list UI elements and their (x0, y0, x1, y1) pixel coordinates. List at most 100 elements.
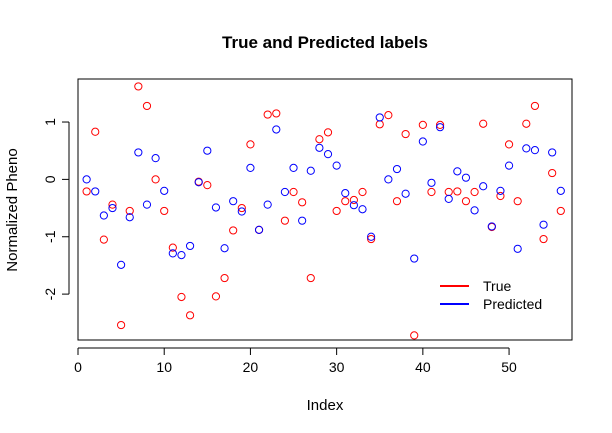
y-axis-label: Normalized Pheno (4, 148, 21, 271)
true-point (246, 140, 255, 149)
predicted-point (504, 161, 514, 170)
true-point (160, 206, 169, 216)
legend-label-predicted: Predicted (483, 296, 542, 312)
true-point (125, 206, 134, 216)
true-point (401, 129, 410, 139)
true-point (358, 187, 367, 197)
x-tick-label: 30 (329, 359, 345, 375)
true-point (522, 119, 531, 128)
predicted-point (82, 175, 91, 184)
true-point (91, 127, 100, 136)
predicted-point (203, 146, 212, 155)
true-point (496, 191, 505, 201)
true-point (134, 82, 143, 91)
chart-title: True and Predicted labels (222, 33, 428, 52)
y-tick-label: 1 (42, 118, 58, 126)
predicted-point (496, 186, 505, 195)
predicted-point (315, 143, 324, 152)
predicted-point (358, 205, 367, 214)
predicted-point (254, 225, 264, 234)
predicted-point (539, 220, 548, 229)
predicted-point (185, 241, 195, 251)
predicted-point (272, 125, 281, 134)
true-point (539, 234, 548, 244)
predicted-point (99, 211, 108, 220)
predicted-point (211, 203, 221, 212)
legend-label-true: True (483, 278, 511, 294)
predicted-point (134, 148, 143, 157)
true-point (367, 234, 376, 244)
true-point (332, 206, 341, 216)
true-point (298, 198, 307, 207)
true-point (375, 120, 384, 129)
predicted-point (263, 200, 272, 209)
predicted-point (384, 175, 393, 184)
true-point (237, 203, 246, 213)
predicted-point (401, 189, 410, 198)
true-point (151, 175, 160, 184)
predicted-point (418, 137, 427, 146)
true-point (185, 311, 195, 320)
predicted-point (125, 213, 134, 222)
true-point (384, 111, 393, 120)
true-point (289, 187, 298, 197)
true-point (229, 226, 238, 235)
true-point (504, 140, 514, 149)
predicted-point (151, 154, 160, 163)
true-point (479, 119, 488, 128)
predicted-point (487, 222, 496, 231)
true-point (211, 292, 221, 301)
predicted-point (410, 254, 419, 263)
predicted-point (367, 232, 376, 241)
true-point (99, 235, 108, 244)
true-point (315, 135, 324, 144)
predicted-point (522, 144, 531, 153)
predicted-point (306, 166, 315, 175)
true-point (142, 101, 152, 111)
x-tick-label: 20 (243, 359, 259, 375)
true-point (461, 197, 471, 206)
plot-frame (77, 78, 573, 341)
predicted-point (556, 186, 565, 195)
true-point (410, 331, 419, 340)
predicted-point (289, 163, 298, 173)
predicted-point (349, 201, 358, 210)
predicted-series (82, 113, 565, 269)
predicted-point (229, 197, 238, 206)
true-point (470, 187, 479, 197)
true-point (82, 187, 91, 196)
predicted-point (392, 164, 402, 174)
predicted-point (461, 173, 471, 182)
predicted-point (453, 167, 462, 176)
true-point (263, 110, 272, 119)
y-tick-label: 0 (42, 175, 58, 183)
true-point (556, 206, 565, 216)
predicted-point (530, 146, 540, 155)
true-point (108, 200, 117, 209)
y-tick-label: -2 (42, 288, 58, 301)
true-point (427, 187, 436, 197)
true-point (418, 120, 427, 129)
predicted-point (220, 244, 229, 253)
predicted-point (91, 187, 100, 196)
predicted-point (444, 194, 453, 203)
predicted-point (341, 189, 350, 198)
x-axis-label: Index (307, 397, 344, 414)
true-point (435, 120, 445, 129)
data-points (82, 82, 565, 340)
predicted-point (323, 150, 333, 159)
predicted-point (237, 207, 246, 216)
predicted-point (513, 244, 522, 253)
predicted-point (470, 206, 479, 215)
y-tick-label: -1 (42, 230, 58, 243)
x-axis: 0 10 20 30 40 50 (74, 347, 517, 375)
predicted-point (479, 182, 488, 191)
true-point (444, 187, 453, 197)
true-point (349, 195, 358, 205)
y-axis: -2 -1 0 1 (42, 118, 70, 301)
predicted-point (332, 161, 341, 170)
predicted-point (194, 178, 203, 187)
true-point (280, 216, 290, 225)
true-point (392, 197, 402, 206)
